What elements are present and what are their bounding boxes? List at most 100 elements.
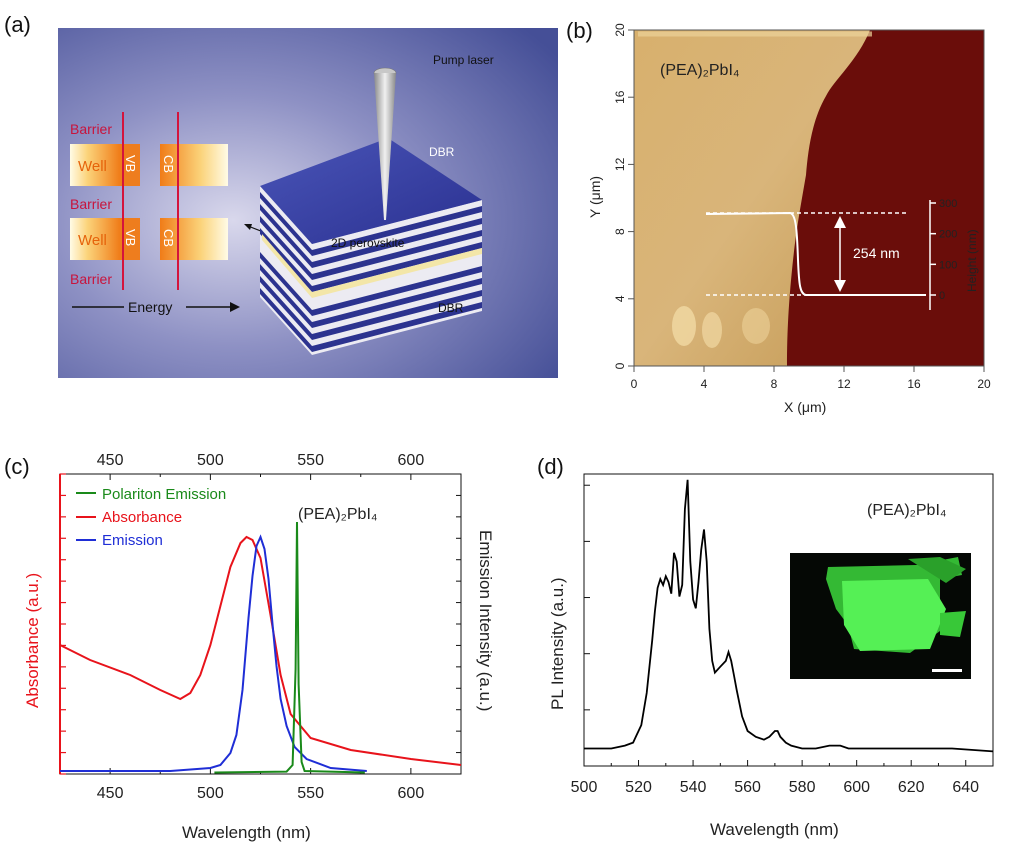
dbr-stripe-right (312, 230, 482, 280)
c-series-absorbance (59, 535, 462, 766)
height-profile-line (705, 211, 926, 296)
band-diagram (70, 112, 228, 290)
cb-label-2: CB (161, 229, 176, 247)
c-sample-label: (PEA)₂PbI₄ (298, 506, 377, 523)
dbr-stripe-left (260, 204, 312, 268)
dbr-top-label: DBR (429, 145, 455, 159)
afm-xtick-label: 4 (701, 377, 708, 391)
d-plot-frame (583, 473, 994, 767)
legend-absorbance: Absorbance (102, 509, 182, 526)
afm-ytick-label: 0 (613, 362, 627, 369)
panel-a-label: (a) (4, 12, 31, 37)
panel-d-label: (d) (537, 454, 564, 479)
d-series-pl (584, 479, 994, 753)
d-xtick-label: 500 (571, 779, 598, 796)
c-xtick-label: 500 (197, 785, 224, 802)
barrier-label-1: Barrier (70, 121, 112, 137)
legend-polariton: Polariton Emission (102, 486, 226, 503)
d-xtick-label: 560 (734, 779, 761, 796)
pl-microscope-image (826, 557, 966, 672)
d-xlabel: Wavelength (nm) (710, 820, 839, 839)
c-top-xtick-label: 600 (398, 452, 425, 469)
scale-bar (932, 669, 962, 672)
dbr-stripe-left (260, 288, 312, 352)
vb-label-2: VB (123, 229, 138, 246)
dbr-stripe-right (312, 290, 482, 340)
d-xtick-label: 540 (680, 779, 707, 796)
dbr-stack (260, 138, 482, 355)
d-ylabel: PL Intensity (a.u.) (548, 577, 567, 710)
afm-xlabel: X (μm) (784, 399, 826, 415)
well-label-1: Well (78, 158, 107, 175)
energy-arrowhead (230, 302, 240, 312)
c-xtick-label: 450 (97, 785, 124, 802)
cb-label-1: CB (161, 155, 176, 173)
dbr-top-face (260, 138, 482, 244)
height-tick-label: 300 (939, 198, 957, 210)
afm-flake (634, 30, 870, 366)
energy-label: Energy (128, 299, 172, 315)
dbr-stripe-left (260, 216, 312, 280)
dbr-stripe-right (312, 302, 482, 352)
dbr-stripe-right (312, 206, 482, 256)
dbr-stripe-left (260, 192, 312, 256)
afm-xtick-label: 16 (907, 377, 921, 391)
c-top-xtick-label: 450 (97, 452, 124, 469)
panel-c-label: (c) (4, 454, 30, 479)
afm-xtick-label: 20 (977, 377, 991, 391)
perovskite-label: 2D perovskite (331, 236, 405, 250)
well-box-2 (70, 218, 120, 260)
afm-ytick-label: 4 (613, 295, 627, 302)
perovskite-layer-left (262, 234, 312, 298)
c-series-emission (60, 534, 367, 772)
afm-ytick-label: 8 (613, 228, 627, 235)
well-box-1 (70, 144, 120, 186)
d-xtick-label: 640 (952, 779, 979, 796)
afm-ylabel: Y (μm) (587, 176, 603, 218)
d-xtick-label: 600 (843, 779, 870, 796)
afm-ytick-label: 12 (613, 157, 627, 171)
vb-box-1 (120, 144, 140, 186)
cb-box-1 (160, 144, 228, 186)
dbr-stripe-right (312, 242, 482, 292)
c-xlabel: Wavelength (nm) (182, 823, 311, 842)
d-xtick-label: 520 (625, 779, 652, 796)
dbr-stripe-left (260, 228, 312, 292)
dbr-stripe-left (260, 252, 312, 316)
dbr-stripe-left (260, 276, 312, 340)
c-top-xtick-label: 550 (297, 452, 324, 469)
afm-xtick-label: 0 (631, 377, 638, 391)
dbr-stripe-right (312, 278, 482, 328)
c-xtick-label: 550 (297, 785, 324, 802)
afm-ytick-label: 20 (613, 23, 627, 37)
dbr-stripe-right (312, 266, 482, 316)
d-xtick-label: 580 (789, 779, 816, 796)
c-legend: Polariton Emission Absorbance Emission (76, 486, 226, 549)
pl-microscope-inset (790, 553, 971, 679)
perovskite-layer-right (312, 248, 482, 298)
dbr-stripe-right (312, 218, 482, 268)
height-axis-label: Height (nm) (965, 229, 979, 292)
well-label-2: Well (78, 232, 107, 249)
legend-emission: Emission (102, 532, 163, 549)
pump-laser-label: Pump laser (433, 53, 494, 67)
barrier-label-2: Barrier (70, 196, 112, 212)
afm-xtick-label: 12 (837, 377, 851, 391)
c-ylabel-left: Absorbance (a.u.) (23, 573, 42, 708)
vb-label-1: VB (123, 155, 138, 172)
d-sample-label: (PEA)₂PbI₄ (867, 502, 946, 519)
afm-frame (633, 29, 985, 367)
afm-sample-label: (PEA)₂PbI₄ (660, 62, 739, 79)
height-tick-label: 100 (939, 259, 957, 271)
afm-xtick-label: 8 (771, 377, 778, 391)
c-xtick-label: 600 (398, 785, 425, 802)
vb-box-2 (120, 218, 140, 260)
dbr-stripe-left (260, 264, 312, 328)
height-tick-label: 0 (939, 290, 945, 302)
barrier-label-3: Barrier (70, 271, 112, 287)
c-series-polariton-emission (214, 521, 365, 774)
